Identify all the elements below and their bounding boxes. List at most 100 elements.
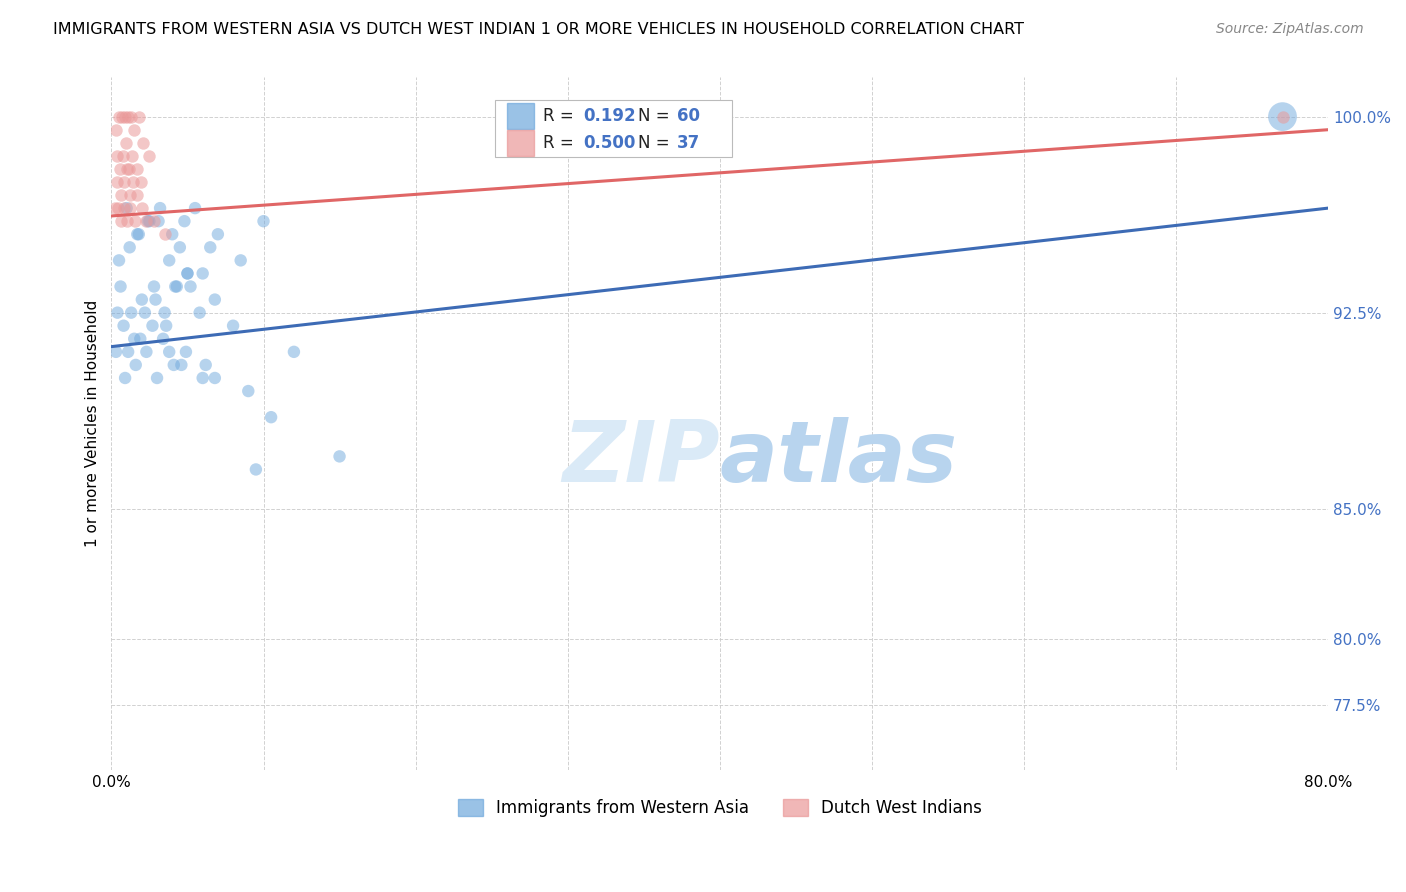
Point bbox=[110, 279, 132, 293]
Point bbox=[141, 318, 163, 333]
Point bbox=[204, 371, 226, 385]
Point bbox=[328, 450, 350, 464]
Point bbox=[108, 110, 131, 124]
Point bbox=[149, 201, 172, 215]
Text: 60: 60 bbox=[678, 107, 700, 125]
Point bbox=[111, 149, 134, 163]
Point bbox=[131, 293, 153, 307]
Point bbox=[145, 293, 167, 307]
Text: atlas: atlas bbox=[720, 417, 957, 500]
Text: 37: 37 bbox=[678, 134, 700, 152]
Text: Source: ZipAtlas.com: Source: ZipAtlas.com bbox=[1216, 22, 1364, 37]
Point bbox=[229, 253, 252, 268]
Point bbox=[283, 344, 305, 359]
Point bbox=[107, 201, 129, 215]
Point bbox=[131, 201, 153, 215]
Point bbox=[191, 267, 214, 281]
Point bbox=[127, 188, 149, 202]
Text: R =: R = bbox=[543, 134, 579, 152]
Point bbox=[117, 344, 139, 359]
Point bbox=[129, 175, 152, 189]
Text: IMMIGRANTS FROM WESTERN ASIA VS DUTCH WEST INDIAN 1 OR MORE VEHICLES IN HOUSEHOL: IMMIGRANTS FROM WESTERN ASIA VS DUTCH WE… bbox=[53, 22, 1025, 37]
Point bbox=[117, 110, 139, 124]
Point bbox=[204, 293, 226, 307]
Point bbox=[179, 279, 201, 293]
FancyBboxPatch shape bbox=[506, 129, 534, 156]
Point bbox=[155, 318, 177, 333]
Point bbox=[110, 188, 132, 202]
Point bbox=[163, 358, 186, 372]
Point bbox=[104, 201, 127, 215]
FancyBboxPatch shape bbox=[506, 103, 534, 129]
Point bbox=[114, 371, 136, 385]
Point bbox=[110, 214, 132, 228]
Point bbox=[125, 358, 148, 372]
Point bbox=[104, 122, 127, 136]
Point bbox=[148, 214, 170, 228]
Point bbox=[111, 110, 134, 124]
Point bbox=[125, 161, 148, 176]
Point bbox=[122, 332, 145, 346]
Point bbox=[118, 188, 141, 202]
Point bbox=[115, 136, 138, 150]
Point bbox=[128, 227, 150, 242]
Point bbox=[121, 175, 143, 189]
Point bbox=[118, 240, 141, 254]
Point bbox=[207, 227, 229, 242]
Point bbox=[108, 253, 131, 268]
Legend: Immigrants from Western Asia, Dutch West Indians: Immigrants from Western Asia, Dutch West… bbox=[451, 792, 988, 824]
Point bbox=[135, 214, 157, 228]
Text: 0.500: 0.500 bbox=[583, 134, 636, 152]
Point bbox=[191, 371, 214, 385]
Point bbox=[194, 358, 217, 372]
Point bbox=[188, 306, 211, 320]
Point bbox=[143, 279, 166, 293]
Point bbox=[129, 332, 152, 346]
Point bbox=[122, 122, 145, 136]
Point bbox=[127, 227, 149, 242]
Point bbox=[173, 214, 195, 228]
Point bbox=[260, 410, 283, 425]
Point bbox=[162, 227, 184, 242]
Text: N =: N = bbox=[638, 107, 675, 125]
Point bbox=[112, 201, 135, 215]
Point bbox=[157, 253, 180, 268]
Text: R =: R = bbox=[543, 107, 579, 125]
Point bbox=[107, 306, 129, 320]
Point bbox=[120, 306, 142, 320]
Point bbox=[252, 214, 274, 228]
Point bbox=[184, 201, 207, 215]
Point bbox=[118, 161, 141, 176]
Point bbox=[176, 267, 198, 281]
Point bbox=[153, 306, 176, 320]
Point bbox=[1271, 110, 1294, 124]
Point bbox=[152, 332, 174, 346]
Point bbox=[245, 462, 267, 476]
Point bbox=[174, 344, 197, 359]
Point bbox=[115, 161, 138, 176]
Point bbox=[170, 358, 193, 372]
Point bbox=[143, 214, 166, 228]
Point bbox=[138, 214, 160, 228]
Y-axis label: 1 or more Vehicles in Household: 1 or more Vehicles in Household bbox=[86, 300, 100, 548]
Point bbox=[157, 344, 180, 359]
Point bbox=[1271, 110, 1294, 124]
Point bbox=[120, 110, 142, 124]
Point bbox=[112, 318, 135, 333]
Point bbox=[115, 201, 138, 215]
Point bbox=[176, 267, 198, 281]
Point bbox=[107, 175, 129, 189]
Point bbox=[124, 214, 146, 228]
Point bbox=[134, 306, 156, 320]
Point bbox=[166, 279, 188, 293]
Point bbox=[146, 371, 169, 385]
Point bbox=[128, 110, 150, 124]
Point bbox=[136, 214, 159, 228]
Point bbox=[112, 175, 135, 189]
Point bbox=[104, 344, 127, 359]
FancyBboxPatch shape bbox=[495, 100, 733, 157]
Point bbox=[114, 110, 136, 124]
Point bbox=[117, 214, 139, 228]
Point bbox=[105, 149, 128, 163]
Point bbox=[238, 384, 260, 398]
